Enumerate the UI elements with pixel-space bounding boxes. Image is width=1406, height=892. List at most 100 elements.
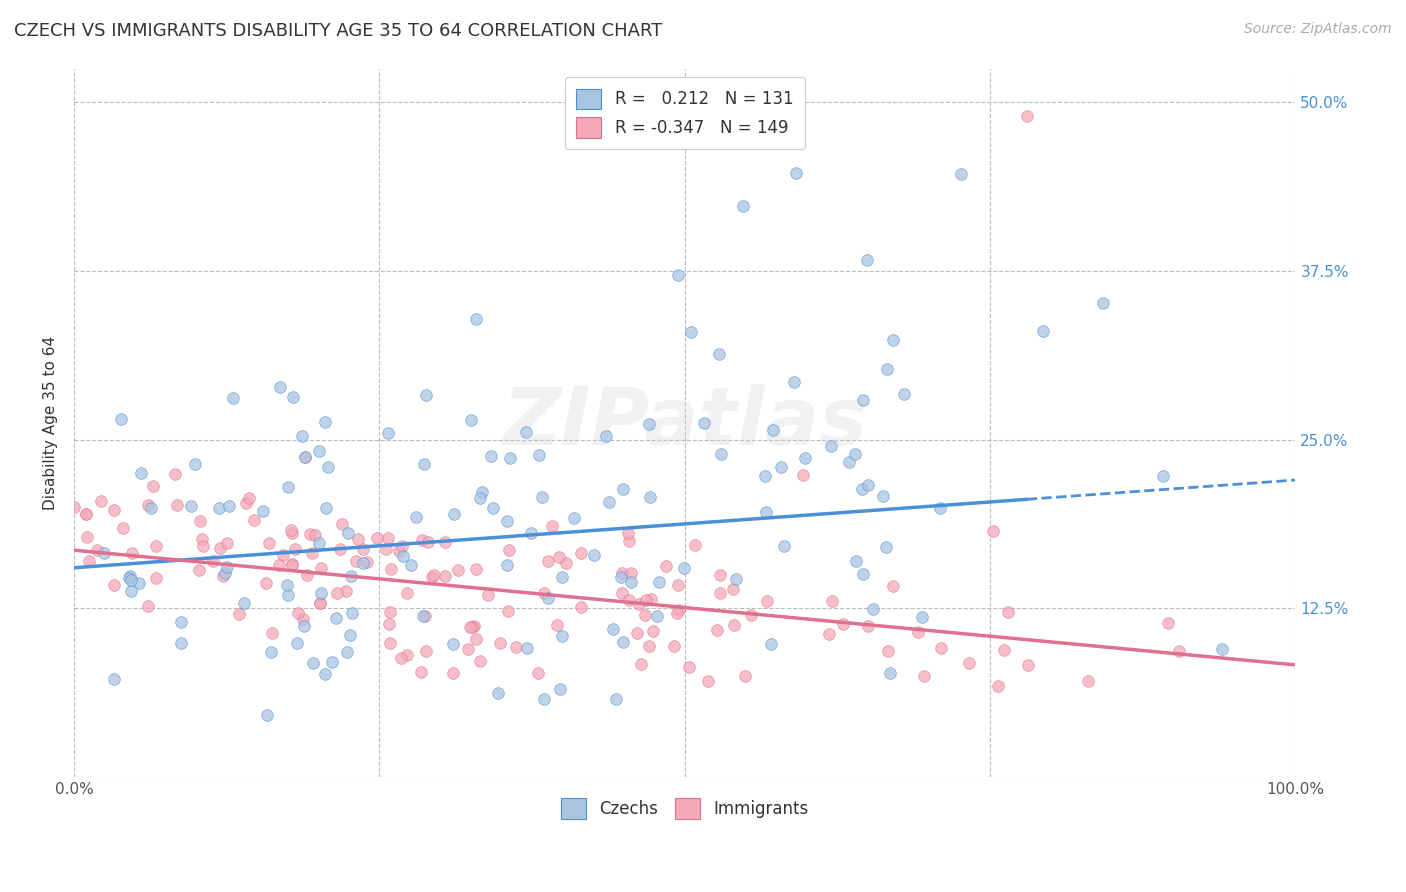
Point: [238, 491, 260, 505]
Point: [352, 556, 374, 570]
Point: [89, 493, 111, 508]
Point: [63, 500, 86, 514]
Point: [612, 483, 634, 497]
Point: [326, 586, 349, 600]
Point: [707, 347, 730, 361]
Point: [725, 572, 748, 586]
Point: [441, 637, 464, 651]
Point: [191, 532, 214, 546]
Point: [882, 333, 904, 347]
Point: [460, 620, 482, 634]
Point: [344, 554, 367, 568]
Point: [496, 514, 519, 528]
Point: [668, 603, 690, 617]
Point: [145, 539, 167, 553]
Point: [423, 567, 446, 582]
Point: [389, 651, 412, 665]
Point: [142, 478, 165, 492]
Point: [837, 455, 859, 469]
Point: [377, 531, 399, 545]
Point: [468, 491, 491, 505]
Point: [856, 252, 879, 267]
Point: [256, 708, 278, 723]
Point: [496, 558, 519, 572]
Point: [844, 447, 866, 461]
Point: [308, 444, 330, 458]
Point: [110, 412, 132, 426]
Point: [292, 612, 315, 626]
Point: [562, 510, 585, 524]
Point: [321, 655, 343, 669]
Point: [637, 639, 659, 653]
Point: [412, 608, 434, 623]
Point: [1092, 296, 1115, 310]
Point: [1017, 657, 1039, 672]
Point: [193, 539, 215, 553]
Point: [756, 593, 779, 607]
Point: [388, 544, 411, 558]
Point: [304, 528, 326, 542]
Point: [281, 390, 304, 404]
Text: Source: ZipAtlas.com: Source: ZipAtlas.com: [1244, 22, 1392, 37]
Point: [612, 635, 634, 649]
Point: [136, 599, 159, 614]
Legend: Czechs, Immigrants: Czechs, Immigrants: [554, 791, 815, 825]
Point: [336, 644, 359, 658]
Point: [409, 665, 432, 679]
Point: [232, 596, 254, 610]
Point: [287, 606, 309, 620]
Point: [330, 516, 353, 531]
Point: [378, 617, 401, 632]
Point: [415, 609, 437, 624]
Point: [845, 554, 868, 568]
Point: [1077, 674, 1099, 689]
Point: [759, 637, 782, 651]
Point: [465, 562, 488, 576]
Point: [912, 669, 935, 683]
Point: [284, 542, 307, 557]
Point: [457, 641, 479, 656]
Point: [285, 636, 308, 650]
Point: [280, 557, 302, 571]
Point: [489, 635, 512, 649]
Point: [316, 459, 339, 474]
Point: [280, 524, 302, 538]
Point: [309, 596, 332, 610]
Point: [876, 362, 898, 376]
Point: [180, 499, 202, 513]
Point: [709, 568, 731, 582]
Point: [527, 666, 550, 681]
Point: [740, 607, 762, 622]
Point: [470, 654, 492, 668]
Point: [773, 539, 796, 553]
Point: [598, 495, 620, 509]
Point: [546, 617, 568, 632]
Point: [662, 639, 685, 653]
Point: [794, 450, 817, 465]
Point: [120, 573, 142, 587]
Point: [1168, 644, 1191, 658]
Point: [1015, 109, 1038, 123]
Point: [170, 636, 193, 650]
Point: [411, 533, 433, 547]
Point: [209, 541, 232, 555]
Point: [496, 604, 519, 618]
Point: [602, 622, 624, 636]
Point: [610, 570, 633, 584]
Point: [678, 659, 700, 673]
Point: [420, 570, 443, 584]
Point: [294, 450, 316, 465]
Point: [655, 558, 678, 573]
Point: [352, 542, 374, 557]
Point: [166, 498, 188, 512]
Point: [630, 657, 652, 671]
Point: [862, 602, 884, 616]
Point: [218, 499, 240, 513]
Point: [783, 376, 806, 390]
Point: [851, 482, 873, 496]
Point: [551, 570, 574, 584]
Point: [627, 597, 650, 611]
Point: [380, 636, 402, 650]
Point: [527, 448, 550, 462]
Point: [610, 586, 633, 600]
